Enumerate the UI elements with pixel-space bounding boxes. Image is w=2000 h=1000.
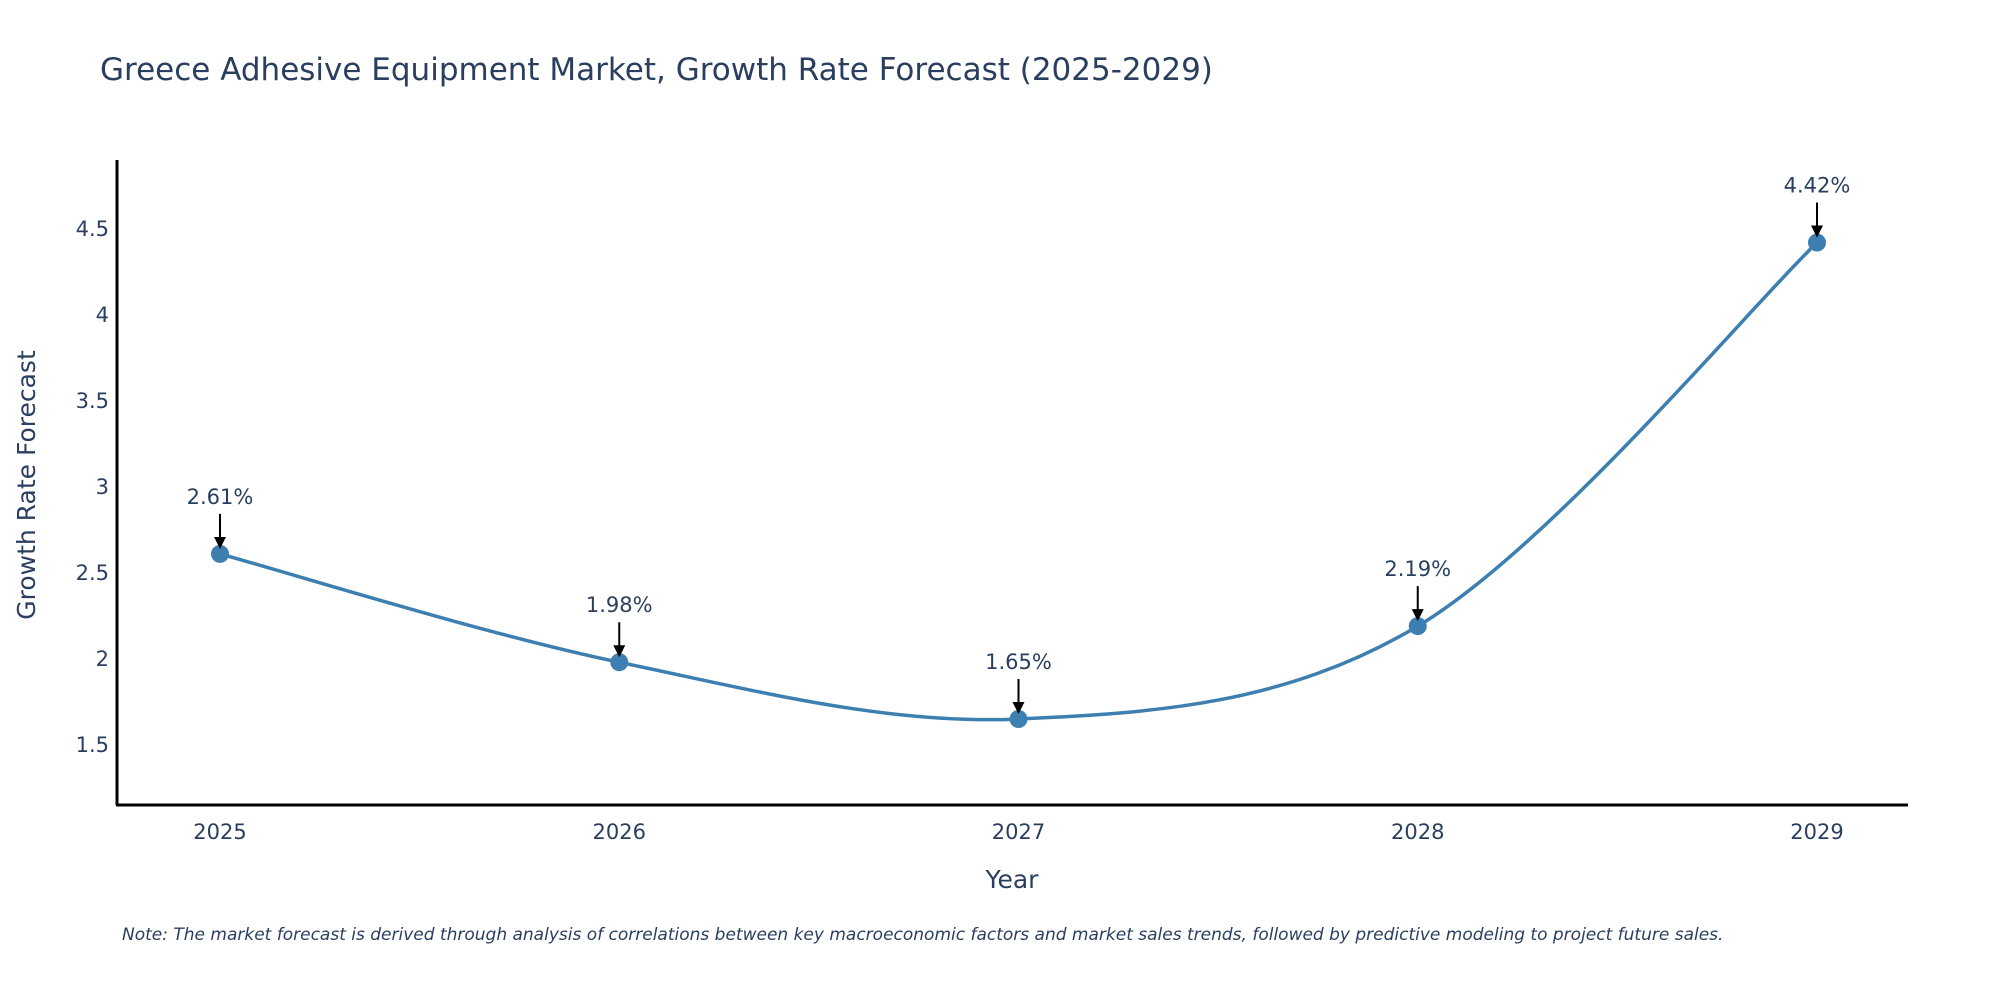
y-tick-label: 1.5: [76, 733, 109, 757]
y-tick-label: 4: [96, 303, 109, 327]
x-axis-title: Year: [985, 865, 1040, 894]
y-tick-label: 3: [96, 475, 109, 499]
data-markers: [211, 233, 1826, 728]
data-point-marker: [1408, 617, 1427, 636]
y-tick-label: 3.5: [76, 389, 109, 413]
y-tick-label: 4.5: [76, 217, 109, 241]
data-label: 1.65%: [985, 650, 1052, 674]
y-axis-title-group: Growth Rate Forecast: [12, 350, 41, 620]
data-label: 4.42%: [1784, 174, 1851, 198]
data-point-marker: [211, 544, 229, 563]
footnote: Note: The market forecast is derived thr…: [122, 925, 1723, 945]
data-label: 2.19%: [1384, 557, 1451, 581]
data-point-marker: [1009, 710, 1028, 728]
y-tick-label: 2: [96, 647, 109, 671]
x-tick-label: 2029: [1790, 820, 1843, 844]
chart-title: Greece Adhesive Equipment Market, Growth…: [100, 52, 1213, 88]
x-tick-label: 2028: [1391, 820, 1444, 844]
data-label: 1.98%: [586, 593, 653, 617]
y-tick-label: 2.5: [76, 561, 109, 585]
x-axis-ticks: 2025 2026 2027 2028 2029: [193, 820, 1843, 844]
data-point-marker: [1808, 233, 1826, 252]
data-label: 2.61%: [187, 485, 254, 509]
y-axis-title: Growth Rate Forecast: [12, 350, 41, 620]
series-line: [219, 241, 1819, 722]
y-axis-ticks: 1.5 2 2.5 3 3.5 4 4.5: [76, 217, 109, 757]
data-point-marker: [610, 653, 629, 672]
x-tick-label: 2027: [992, 820, 1045, 844]
data-annotations: 2.61% 1.98% 1.65% 2.19% 4.42%: [187, 174, 1851, 714]
x-tick-label: 2025: [193, 820, 246, 844]
x-tick-label: 2026: [593, 820, 646, 844]
